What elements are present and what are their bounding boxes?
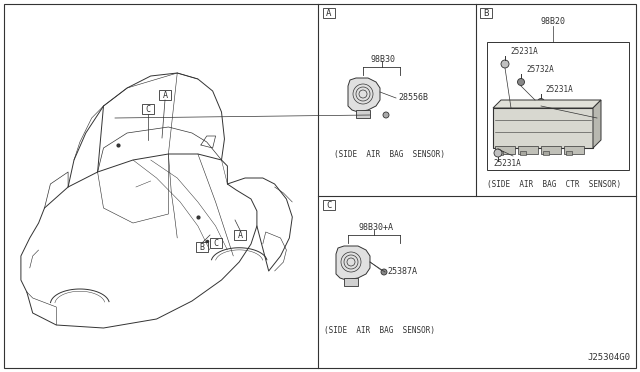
Text: 25231A: 25231A: [493, 158, 521, 167]
Text: 98B30: 98B30: [371, 55, 396, 64]
Bar: [480, 8, 492, 18]
Text: 25732A: 25732A: [526, 65, 554, 74]
Circle shape: [518, 78, 525, 86]
Text: 98B20: 98B20: [541, 17, 566, 26]
Text: (SIDE  AIR  BAG  SENSOR): (SIDE AIR BAG SENSOR): [335, 151, 445, 160]
Circle shape: [381, 269, 387, 275]
Bar: [495, 146, 515, 154]
Bar: [520, 151, 526, 155]
Bar: [493, 108, 593, 148]
Bar: [487, 42, 629, 170]
Bar: [356, 110, 370, 118]
Bar: [518, 146, 538, 154]
Polygon shape: [593, 100, 601, 148]
Text: 25387A: 25387A: [387, 267, 417, 276]
Text: A: A: [163, 90, 168, 99]
Bar: [566, 151, 572, 155]
Text: C: C: [214, 238, 218, 247]
Bar: [234, 230, 246, 240]
Bar: [541, 146, 561, 154]
Text: A: A: [326, 9, 332, 17]
Text: B: B: [200, 243, 205, 251]
Text: A: A: [237, 231, 243, 240]
Text: 25231A: 25231A: [510, 48, 538, 57]
Circle shape: [501, 60, 509, 68]
Text: 25231A: 25231A: [545, 86, 573, 94]
Bar: [543, 151, 549, 155]
Circle shape: [494, 149, 502, 157]
Bar: [196, 242, 208, 252]
Bar: [497, 151, 503, 155]
Circle shape: [538, 99, 545, 106]
Bar: [344, 278, 358, 286]
Bar: [210, 238, 222, 248]
Bar: [159, 90, 171, 100]
Polygon shape: [493, 100, 601, 108]
Text: (SIDE  AIR  BAG  SENSOR): (SIDE AIR BAG SENSOR): [324, 326, 435, 334]
Bar: [323, 8, 335, 18]
Text: C: C: [326, 201, 332, 209]
Bar: [564, 146, 584, 154]
Bar: [323, 200, 335, 210]
Bar: [142, 104, 154, 114]
Polygon shape: [336, 246, 370, 280]
Text: J25304G0: J25304G0: [587, 353, 630, 362]
Circle shape: [383, 112, 389, 118]
Text: (SIDE  AIR  BAG  CTR  SENSOR): (SIDE AIR BAG CTR SENSOR): [487, 180, 621, 189]
Text: B: B: [483, 9, 489, 17]
Polygon shape: [348, 78, 380, 112]
Text: C: C: [145, 105, 150, 113]
Text: 98B30+A: 98B30+A: [358, 224, 394, 232]
Text: 28556B: 28556B: [398, 93, 428, 103]
